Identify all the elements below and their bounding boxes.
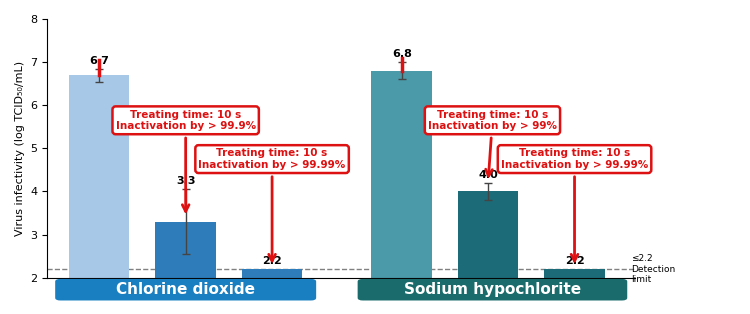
Bar: [155, 222, 216, 278]
Bar: [371, 71, 432, 278]
Text: 2.2: 2.2: [262, 256, 282, 266]
Text: Chlorine dioxide: Chlorine dioxide: [116, 282, 255, 297]
Bar: [242, 269, 302, 278]
Text: 6.7: 6.7: [89, 56, 110, 66]
FancyBboxPatch shape: [56, 279, 316, 300]
Text: ≤2.2
Detection
limit: ≤2.2 Detection limit: [631, 254, 675, 284]
Text: 2.2: 2.2: [565, 256, 584, 266]
Text: Sodium hypochlorite: Sodium hypochlorite: [404, 282, 581, 297]
Y-axis label: Virus infectivity (log TCID₅₀/mL): Virus infectivity (log TCID₅₀/mL): [15, 61, 25, 236]
Bar: [69, 75, 130, 278]
FancyBboxPatch shape: [358, 279, 627, 300]
Bar: [458, 192, 518, 278]
Text: 4.0: 4.0: [478, 170, 498, 180]
Bar: [544, 269, 604, 278]
Text: Treating time: 10 s
Inactivation by > 99.9%: Treating time: 10 s Inactivation by > 99…: [116, 110, 256, 211]
Text: 3.3: 3.3: [176, 176, 196, 186]
Text: Treating time: 10 s
Inactivation by > 99.99%: Treating time: 10 s Inactivation by > 99…: [199, 148, 346, 261]
Text: 6.8: 6.8: [392, 49, 412, 59]
Text: Treating time: 10 s
Inactivation by > 99.99%: Treating time: 10 s Inactivation by > 99…: [501, 148, 648, 261]
Text: Treating time: 10 s
Inactivation by > 99%: Treating time: 10 s Inactivation by > 99…: [428, 110, 557, 176]
